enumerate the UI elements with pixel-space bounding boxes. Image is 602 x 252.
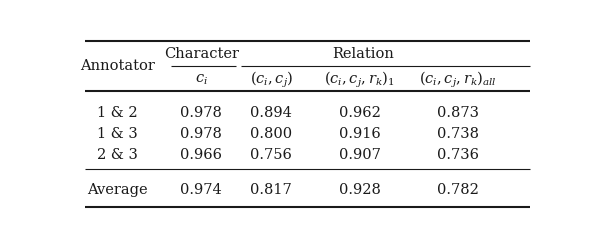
Text: 0.817: 0.817 [250, 183, 292, 197]
Text: 1 & 2: 1 & 2 [97, 106, 137, 120]
Text: 0.873: 0.873 [437, 106, 479, 120]
Text: 2 & 3: 2 & 3 [97, 148, 138, 162]
Text: 0.907: 0.907 [339, 148, 381, 162]
Text: 0.916: 0.916 [339, 127, 380, 141]
Text: $(c_i, c_j)$: $(c_i, c_j)$ [249, 70, 293, 90]
Text: 0.978: 0.978 [180, 127, 222, 141]
Text: 0.738: 0.738 [437, 127, 479, 141]
Text: 0.782: 0.782 [437, 183, 479, 197]
Text: 0.928: 0.928 [339, 183, 381, 197]
Text: $c_i$: $c_i$ [194, 73, 208, 87]
Text: 0.978: 0.978 [180, 106, 222, 120]
Text: $(c_i, c_j, r_k)_1$: $(c_i, c_j, r_k)_1$ [324, 70, 396, 90]
Text: 0.962: 0.962 [339, 106, 381, 120]
Text: 0.736: 0.736 [437, 148, 479, 162]
Text: $(c_i, c_j, r_k)_{all}$: $(c_i, c_j, r_k)_{all}$ [419, 70, 497, 90]
Text: 1 & 3: 1 & 3 [97, 127, 138, 141]
Text: 0.894: 0.894 [250, 106, 292, 120]
Text: Relation: Relation [332, 47, 394, 61]
Text: Average: Average [87, 183, 147, 197]
Text: Character: Character [164, 47, 239, 61]
Text: Annotator: Annotator [80, 59, 155, 73]
Text: 0.974: 0.974 [181, 183, 222, 197]
Text: 0.756: 0.756 [250, 148, 292, 162]
Text: 0.966: 0.966 [180, 148, 222, 162]
Text: 0.800: 0.800 [250, 127, 292, 141]
